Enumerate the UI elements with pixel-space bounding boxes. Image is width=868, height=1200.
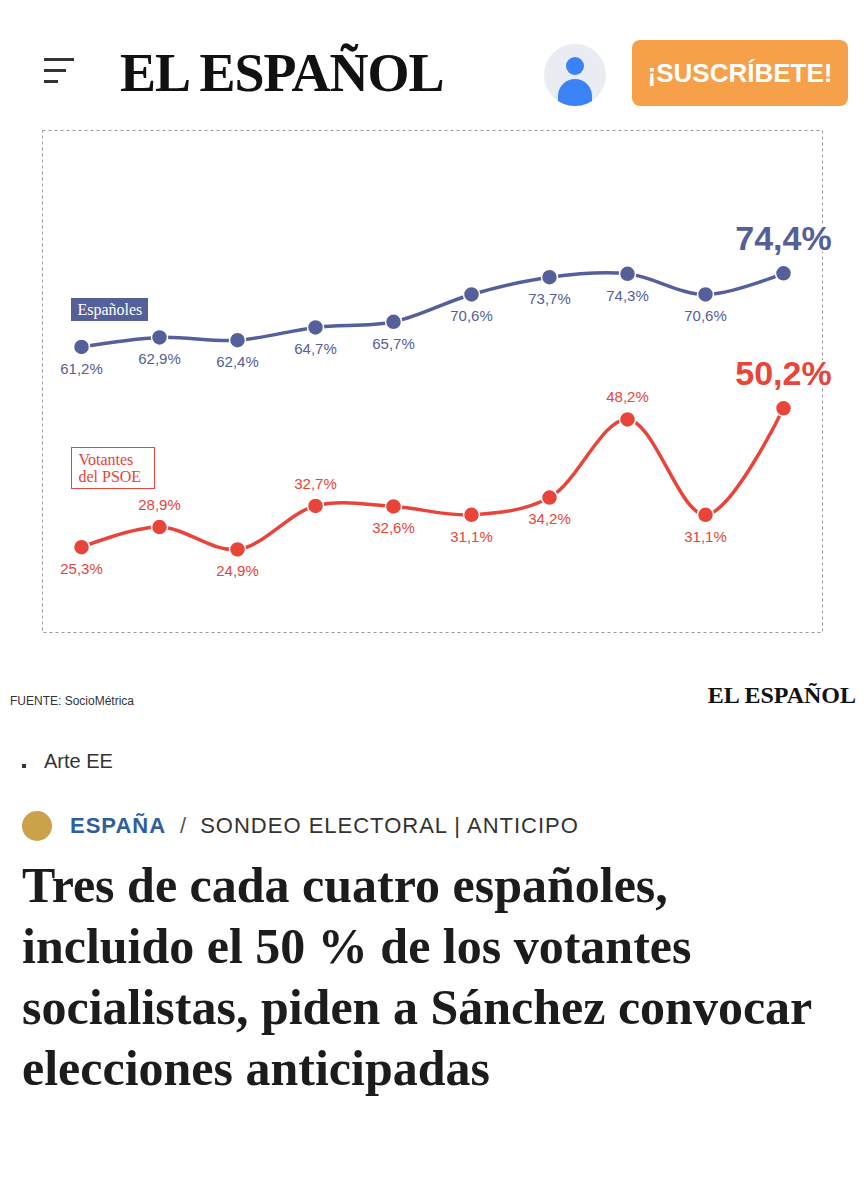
svg-text:32,7%: 32,7% bbox=[294, 475, 337, 492]
svg-text:70,6%: 70,6% bbox=[684, 307, 727, 324]
svg-text:31,1%: 31,1% bbox=[684, 528, 727, 545]
svg-text:74,3%: 74,3% bbox=[606, 287, 649, 304]
svg-text:50,2%: 50,2% bbox=[735, 354, 831, 392]
html-text:Votantes del PSOE: Votantes del PSOE bbox=[78, 450, 142, 485]
svg-text:61,2%: 61,2% bbox=[60, 360, 103, 377]
html-text:Tres de cada cuatro españoles,: Tres de cada cuatro españoles, incluido … bbox=[22, 857, 812, 1096]
svg-text:48,2%: 48,2% bbox=[606, 388, 649, 405]
svg-text:62,9%: 62,9% bbox=[138, 350, 181, 367]
html-text:Arte EE: Arte EE bbox=[44, 750, 113, 772]
html-text:EL ESPAÑOL: EL ESPAÑOL bbox=[707, 682, 856, 708]
svg-text:64,7%: 64,7% bbox=[294, 340, 337, 357]
html-text:¡SUSCRÍBETE!: ¡SUSCRÍBETE! bbox=[647, 57, 833, 88]
html-text:EL ESPAÑOL: EL ESPAÑOL bbox=[120, 43, 444, 103]
svg-text:28,9%: 28,9% bbox=[138, 496, 181, 513]
html-text:ESPAÑA: ESPAÑA bbox=[70, 813, 167, 838]
svg-text:24,9%: 24,9% bbox=[216, 562, 259, 579]
svg-text:73,7%: 73,7% bbox=[528, 290, 571, 307]
svg-text:25,3%: 25,3% bbox=[60, 560, 103, 577]
svg-text:62,4%: 62,4% bbox=[216, 353, 259, 370]
html-text:FUENTE: SocioMétrica: FUENTE: SocioMétrica bbox=[10, 694, 134, 708]
svg-text:65,7%: 65,7% bbox=[372, 335, 415, 352]
svg-text:32,6%: 32,6% bbox=[372, 519, 415, 536]
html-text:Españoles: Españoles bbox=[77, 301, 143, 319]
svg-text:34,2%: 34,2% bbox=[528, 510, 571, 527]
svg-text:31,1%: 31,1% bbox=[450, 528, 493, 545]
svg-text:74,4%: 74,4% bbox=[735, 219, 831, 257]
html-text:SONDEO ELECTORAL | ANTICIPO: SONDEO ELECTORAL | ANTICIPO bbox=[200, 813, 579, 838]
svg-text:70,6%: 70,6% bbox=[450, 307, 493, 324]
